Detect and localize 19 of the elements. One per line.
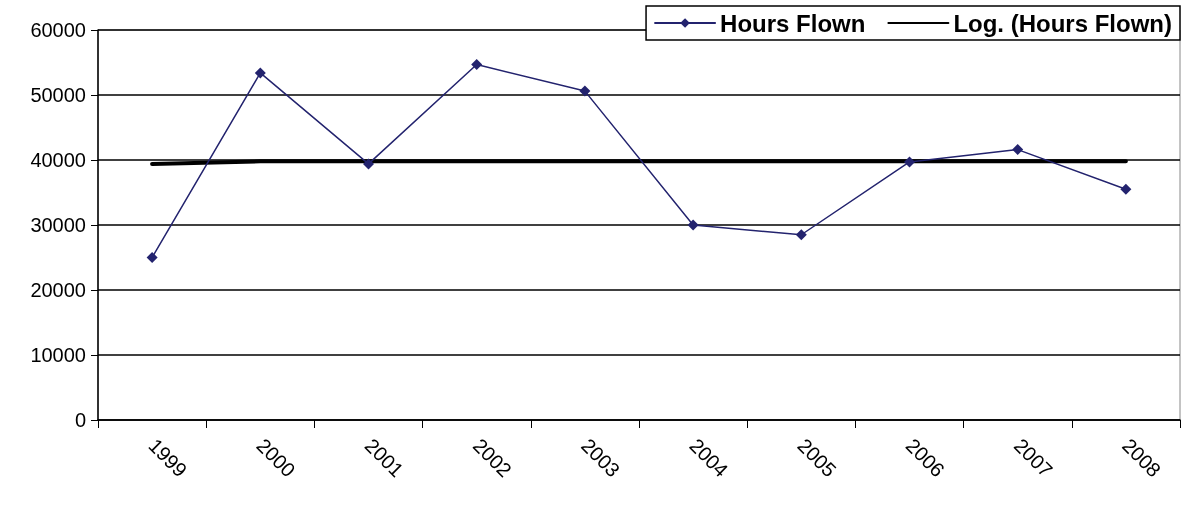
y-tick-label: 30000 <box>30 214 86 236</box>
point <box>687 219 699 231</box>
point <box>471 58 483 70</box>
point <box>254 67 266 79</box>
point <box>146 252 158 263</box>
point <box>363 158 374 170</box>
point <box>904 156 915 168</box>
point <box>1120 183 1132 195</box>
y-tick-label: 60000 <box>30 19 86 41</box>
point <box>1012 144 1024 156</box>
y-tick-label: 40000 <box>30 149 86 171</box>
legend-label: Log. (Hours Flown) <box>953 9 1172 37</box>
y-tick-label: 0 <box>74 409 86 431</box>
point <box>795 229 807 241</box>
legend-label: Hours Flown <box>720 9 866 37</box>
y-tick-label: 10000 <box>30 344 86 366</box>
y-tick-label: 20000 <box>30 279 86 301</box>
y-tick-label: 50000 <box>30 84 86 106</box>
point <box>579 85 591 97</box>
